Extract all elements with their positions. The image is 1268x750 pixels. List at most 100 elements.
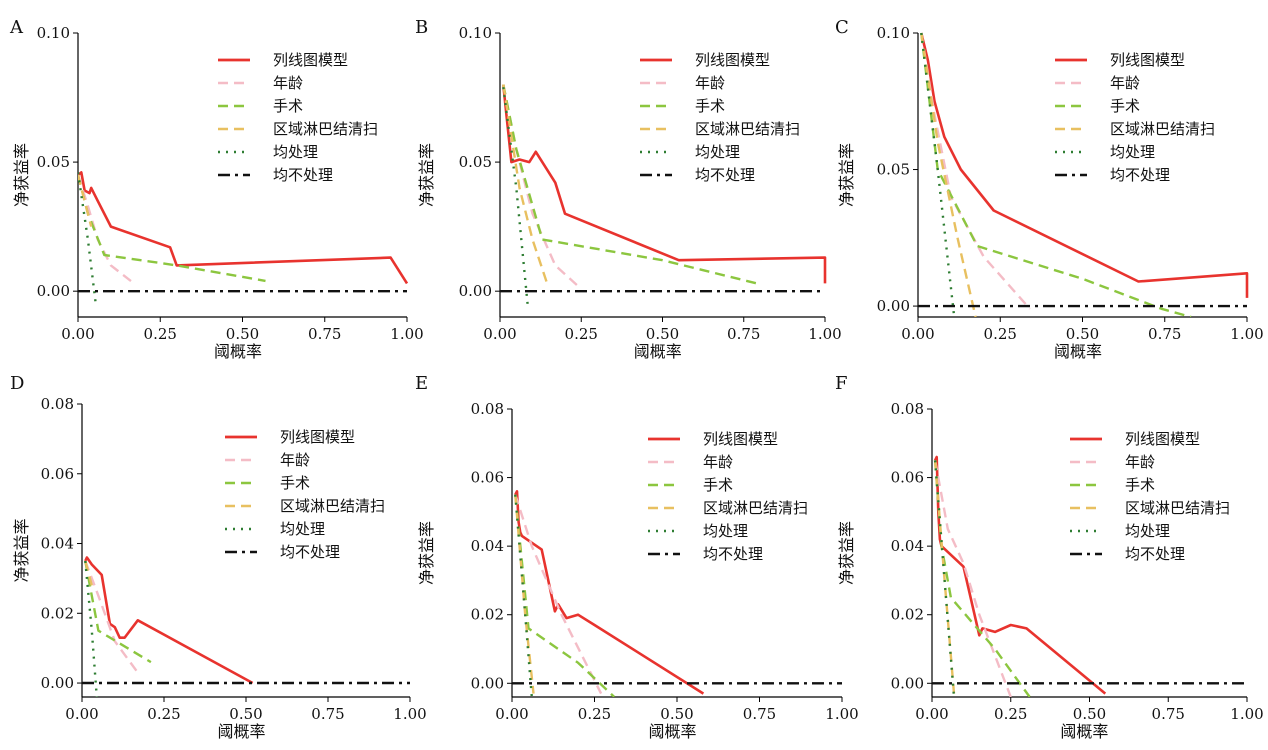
- series-line: [84, 560, 152, 664]
- y-tick-label: 0.05: [877, 161, 910, 179]
- legend-label: 均处理: [695, 143, 740, 161]
- y-tick-label: 0.08: [41, 395, 74, 413]
- legend-label: 年龄: [1110, 74, 1140, 92]
- legend-label: 区域淋巴结清扫: [703, 499, 808, 517]
- y-tick-label: 0.08: [471, 400, 504, 418]
- series-line: [84, 560, 93, 586]
- legend-label: 均不处理: [280, 543, 340, 561]
- series-line: [933, 460, 956, 697]
- panel-F: F 0.00 0.25 0.50 0.75 1.00 0.00 0.02 0.04 0.06 0.0…: [835, 373, 1264, 741]
- y-tick-label: 0.00: [459, 282, 492, 300]
- x-tick-label: 0.50: [660, 705, 693, 723]
- x-tick-label: 0.75: [743, 705, 776, 723]
- legend-label: 均不处理: [1110, 166, 1170, 184]
- x-tick-label: 0.75: [1148, 325, 1181, 343]
- legend-label: 均不处理: [703, 545, 763, 563]
- legend-label: 区域淋巴结清扫: [273, 120, 378, 138]
- x-tick-label: 0.00: [483, 325, 516, 343]
- panel-label: D: [10, 373, 24, 394]
- legend-label: 均处理: [1125, 522, 1170, 540]
- y-axis-label: 净获益率: [12, 518, 31, 582]
- legend-label: 手术: [703, 476, 733, 494]
- x-tick-label: 0.25: [147, 705, 180, 723]
- x-tick-label: 0.50: [229, 705, 262, 723]
- y-axis-label: 净获益率: [12, 143, 31, 207]
- panel-label: C: [835, 17, 849, 38]
- legend-label: 年龄: [1125, 453, 1155, 471]
- legend-label: 手术: [1125, 476, 1155, 494]
- x-tick-label: 1.00: [1230, 325, 1263, 343]
- series-line: [502, 84, 827, 284]
- legend-label: 手术: [273, 97, 303, 115]
- x-tick-label: 0.00: [495, 705, 528, 723]
- legend-label: 均不处理: [695, 166, 755, 184]
- x-tick-label: 0.00: [61, 325, 94, 343]
- y-tick-label: 0.06: [471, 469, 504, 487]
- series-line: [933, 455, 1107, 695]
- series-line: [514, 494, 533, 697]
- x-axis-label: 阈概率: [634, 342, 682, 361]
- y-axis-label: 净获益率: [417, 143, 436, 207]
- y-tick-label: 0.00: [877, 297, 910, 315]
- series-line: [514, 494, 616, 697]
- y-tick-label: 0.05: [459, 153, 492, 171]
- x-axis-label: 阈概率: [1054, 342, 1102, 361]
- panel-C: C 0.00 0.25 0.50 0.75 1.00 0.00 0.05 0.10 阈概率 净获益率…: [835, 17, 1264, 361]
- series-line: [84, 560, 139, 674]
- legend-label: 均处理: [273, 143, 318, 161]
- y-tick-label: 0.04: [891, 537, 924, 555]
- y-axis-label: 净获益率: [837, 521, 856, 585]
- legend-label: 年龄: [280, 451, 310, 469]
- legend-label: 列线图模型: [703, 430, 778, 448]
- series-line: [514, 489, 705, 695]
- legend-label: 手术: [695, 97, 725, 115]
- y-tick-label: 0.00: [891, 674, 924, 692]
- y-tick-label: 0.04: [41, 535, 74, 553]
- series-line: [502, 84, 549, 284]
- series-line: [933, 460, 1031, 697]
- y-tick-label: 0.08: [891, 400, 924, 418]
- y-tick-label: 0.10: [37, 24, 70, 42]
- legend-label: 年龄: [695, 74, 725, 92]
- legend-label: 均处理: [703, 522, 748, 540]
- x-tick-label: 0.00: [901, 325, 934, 343]
- panel-D: D 0.00 0.25 0.50 0.75 1.00 0.00 0.02 0.04 0.06 0.0…: [10, 373, 427, 741]
- x-axis-label: 阈概率: [1060, 722, 1108, 741]
- legend-label: 区域淋巴结清扫: [1110, 120, 1215, 138]
- x-tick-label: 0.25: [565, 325, 598, 343]
- x-tick-label: 1.00: [825, 705, 858, 723]
- x-tick-label: 0.50: [1066, 325, 1099, 343]
- series-line: [78, 171, 409, 285]
- y-tick-label: 0.06: [41, 465, 74, 483]
- legend-label: 均处理: [1110, 143, 1155, 161]
- y-tick-label: 0.10: [459, 24, 492, 42]
- panel-label: A: [9, 17, 24, 38]
- series-line: [502, 84, 579, 287]
- x-axis-label: 阈概率: [217, 722, 265, 741]
- x-tick-label: 1.00: [393, 705, 426, 723]
- x-tick-label: 0.75: [308, 325, 341, 343]
- y-tick-label: 0.05: [37, 153, 70, 171]
- y-tick-label: 0.04: [471, 537, 504, 555]
- legend-label: 列线图模型: [1125, 430, 1200, 448]
- series-line: [78, 172, 98, 307]
- series-line: [78, 174, 93, 227]
- x-axis-label: 阈概率: [649, 722, 697, 741]
- panel-label: F: [835, 373, 848, 394]
- series-line: [920, 32, 1249, 298]
- y-axis-label: 净获益率: [417, 521, 436, 585]
- x-tick-label: 1.00: [808, 325, 841, 343]
- x-tick-label: 0.25: [984, 325, 1017, 343]
- panel-E: E 0.00 0.25 0.50 0.75 1.00 0.00 0.02 0.04 0.06 0.0…: [415, 373, 859, 741]
- series-line: [502, 87, 529, 305]
- series-line: [920, 32, 977, 317]
- legend-label: 年龄: [703, 453, 733, 471]
- legend-label: 均处理: [280, 520, 325, 538]
- y-tick-label: 0.02: [891, 606, 924, 624]
- x-tick-label: 0.25: [578, 705, 611, 723]
- y-axis-label: 净获益率: [837, 143, 856, 207]
